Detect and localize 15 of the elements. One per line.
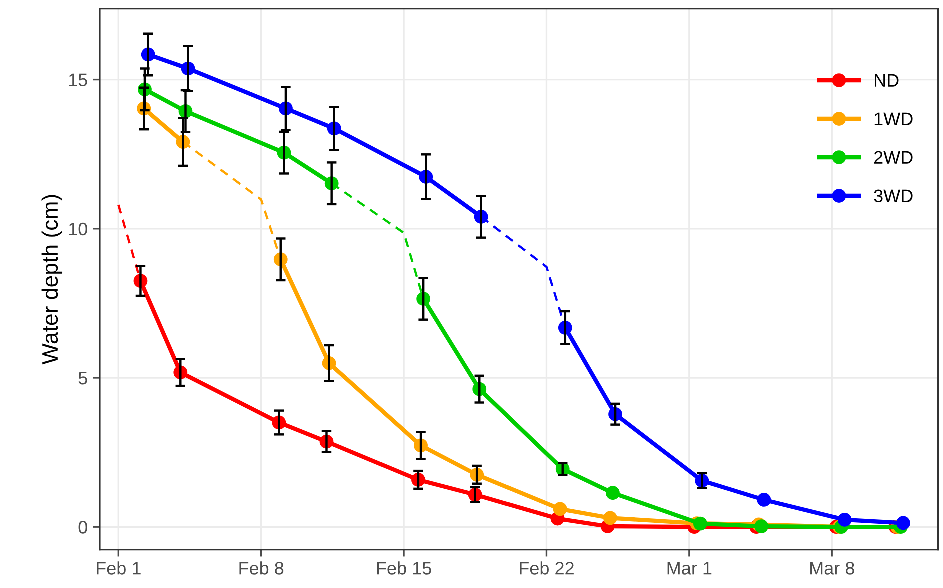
x-tick-label: Feb 8 bbox=[240, 562, 284, 575]
legend-label: 1WD bbox=[874, 112, 913, 126]
x-tick-label: Mar 8 bbox=[810, 562, 854, 575]
x-tick-label: Feb 1 bbox=[97, 562, 141, 575]
legend-label: 3WD bbox=[874, 190, 913, 203]
x-tick-label: Feb 22 bbox=[520, 562, 574, 575]
legend-label: ND bbox=[875, 74, 899, 87]
y-axis-title: Water depth (cm) bbox=[42, 195, 63, 365]
y-tick-label: 15 bbox=[69, 74, 88, 87]
y-tick-label: 0 bbox=[78, 521, 88, 534]
y-tick-label: 5 bbox=[78, 372, 88, 385]
y-tick-label: 10 bbox=[69, 222, 88, 236]
x-tick-label: Mar 1 bbox=[668, 562, 712, 575]
legend-label: 2WD bbox=[874, 151, 913, 164]
x-tick-label: Feb 15 bbox=[377, 562, 432, 575]
